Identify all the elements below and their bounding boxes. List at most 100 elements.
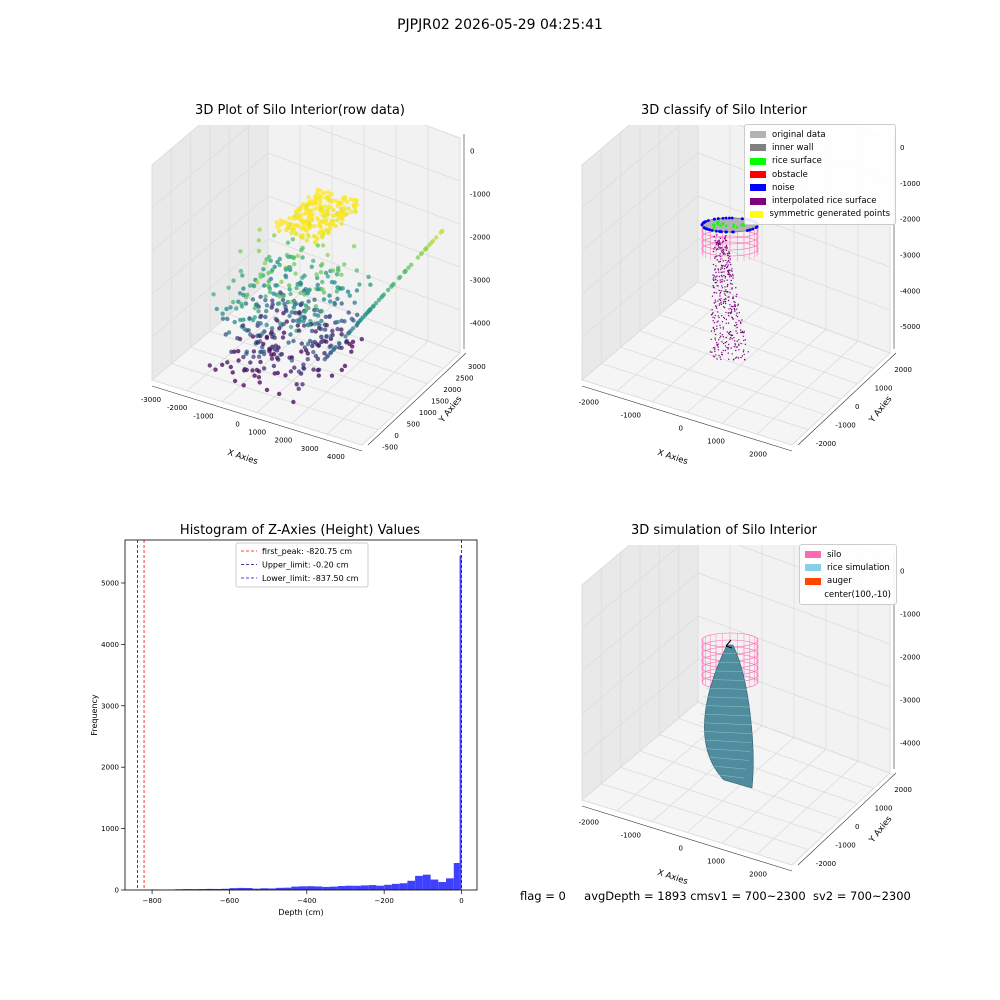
- raw-point: [316, 193, 321, 198]
- raw-point: [312, 312, 317, 317]
- raw-point: [277, 294, 282, 299]
- interpolated-point: [730, 275, 732, 277]
- interpolated-point: [738, 320, 740, 322]
- interpolated-point: [724, 246, 726, 248]
- raw-point: [320, 235, 325, 240]
- interpolated-point: [725, 239, 728, 242]
- raw-y-tick-label: 2000: [443, 386, 461, 394]
- raw-point: [298, 302, 303, 308]
- raw-point: [261, 349, 267, 354]
- sv1-text: sv1 = 700~2300: [707, 889, 806, 903]
- raw-point: [349, 349, 354, 354]
- raw-point: [238, 268, 244, 274]
- raw-point: [273, 283, 278, 288]
- histogram-bar: [345, 885, 354, 890]
- raw-point: [290, 318, 296, 323]
- interpolated-point: [738, 339, 740, 341]
- interpolated-point: [725, 318, 728, 321]
- interpolated-point: [725, 311, 727, 314]
- raw-point: [328, 299, 333, 304]
- simulation-surface: [699, 632, 759, 789]
- raw-point: [256, 309, 261, 314]
- interpolated-point: [731, 338, 733, 340]
- noise-point: [724, 216, 728, 220]
- interpolated-point: [715, 278, 717, 281]
- raw-point: [261, 267, 266, 272]
- legend-label: inner wall: [772, 142, 814, 153]
- raw-point: [324, 339, 329, 344]
- interpolated-point: [725, 249, 728, 251]
- raw-point: [418, 251, 424, 257]
- interpolated-point: [727, 312, 730, 314]
- interpolated-point: [723, 299, 725, 301]
- simulation-grid-line: [581, 658, 699, 758]
- legend-swatch: [750, 131, 766, 139]
- raw-point: [339, 272, 344, 277]
- raw-point: [301, 318, 306, 324]
- raw-point: [339, 367, 344, 373]
- raw-point: [314, 342, 320, 347]
- raw-point: [266, 283, 271, 288]
- raw-point: [351, 244, 357, 249]
- rice-surface-point: [713, 226, 716, 229]
- interpolated-point: [733, 301, 735, 303]
- raw-point: [305, 291, 310, 296]
- raw-point: [365, 310, 370, 315]
- raw-point: [325, 252, 330, 258]
- raw-point: [307, 225, 312, 231]
- raw-point: [422, 247, 428, 252]
- interpolated-point: [716, 341, 718, 344]
- raw-point: [346, 206, 351, 211]
- raw-point: [335, 203, 340, 209]
- interpolated-point: [734, 340, 736, 342]
- interpolated-point: [722, 251, 725, 253]
- raw-point: [270, 344, 275, 349]
- raw-point: [303, 228, 308, 233]
- interpolated-point: [740, 342, 742, 345]
- legend-entry: inner wall: [750, 141, 890, 154]
- x-tick-label: −600: [220, 897, 239, 905]
- histogram-bar: [314, 886, 323, 890]
- raw-y-tick-label: -500: [382, 443, 398, 451]
- raw-z-tick-label: -1000: [470, 191, 490, 199]
- interpolated-point: [727, 332, 730, 335]
- interpolated-point: [730, 336, 732, 339]
- raw-point: [234, 306, 239, 311]
- raw-point: [302, 314, 307, 320]
- surface-mesh-line: [700, 731, 752, 734]
- interpolated-point: [722, 253, 725, 255]
- raw-point: [256, 238, 261, 243]
- interpolated-point: [719, 332, 721, 334]
- interpolated-point: [709, 351, 712, 353]
- raw-point: [324, 221, 329, 227]
- classify-grid-line: [581, 195, 699, 295]
- raw-point: [357, 282, 362, 287]
- interpolated-point: [719, 247, 721, 249]
- raw-point: [340, 196, 346, 201]
- histogram-legend-box: [235, 542, 369, 588]
- raw-point: [323, 218, 329, 223]
- raw-point: [314, 272, 319, 277]
- interpolated-point: [717, 320, 719, 322]
- interpolated-point: [736, 308, 738, 310]
- depth-histogram: −800 −600 −400 −200 0 0 1000 2000 3000 4000 5000 De…: [90, 539, 478, 917]
- interpolated-point: [724, 349, 727, 352]
- legend-label: interpolated rice surface: [772, 196, 877, 207]
- raw-point: [334, 289, 340, 294]
- raw-grid-line: [151, 152, 269, 252]
- raw-point: [263, 294, 268, 299]
- rice-surface-point: [725, 224, 728, 228]
- interpolated-point: [725, 235, 727, 237]
- interpolated-point: [713, 277, 715, 279]
- noise-point: [751, 227, 755, 231]
- interpolated-point: [728, 358, 730, 360]
- histogram-bar: [368, 885, 377, 890]
- raw-point: [291, 305, 296, 310]
- raw-point: [311, 349, 316, 355]
- legend-swatch: [805, 551, 821, 559]
- interpolated-point: [744, 359, 746, 361]
- interpolated-point: [727, 259, 730, 262]
- raw-point: [276, 357, 281, 362]
- noise-point: [706, 219, 710, 222]
- interpolated-point: [726, 247, 728, 249]
